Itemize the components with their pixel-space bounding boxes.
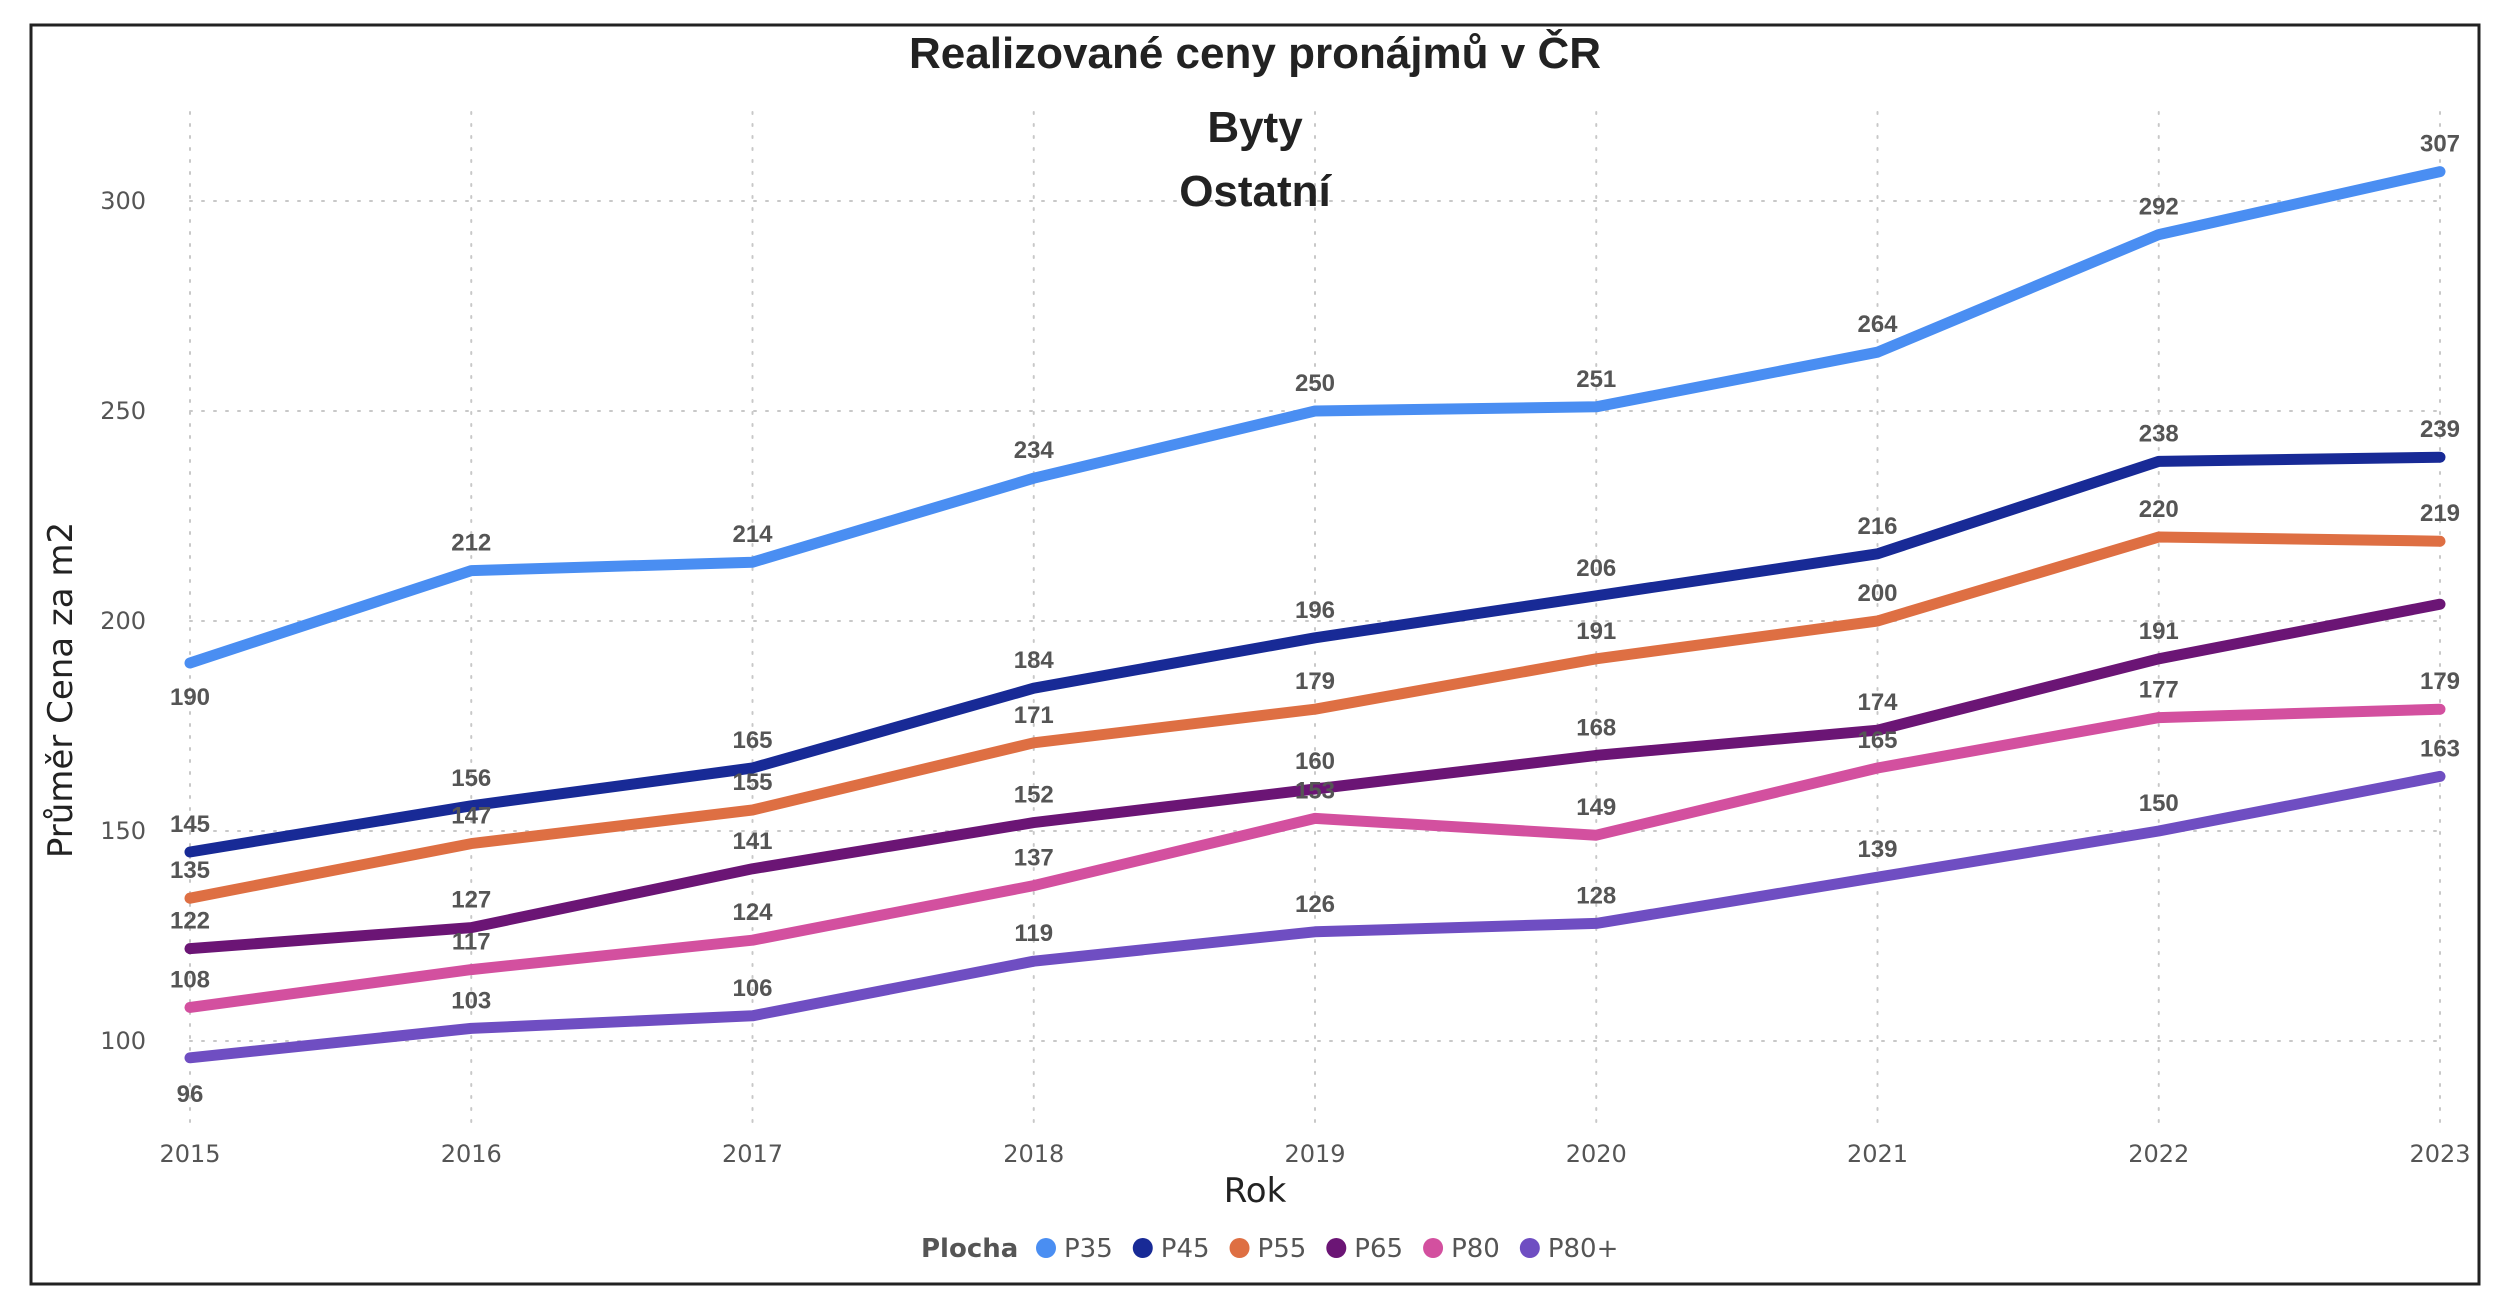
data-label-p80-plus: 139 bbox=[1857, 836, 1897, 863]
x-tick-label: 2019 bbox=[1284, 1140, 1345, 1168]
legend-marker-p80 bbox=[1423, 1238, 1444, 1258]
data-label-p55: 171 bbox=[1014, 702, 1054, 729]
data-label-p80: 179 bbox=[2420, 668, 2460, 695]
chart-subtitle-2: Ostatní bbox=[1179, 167, 1332, 216]
data-label-p35: 214 bbox=[732, 521, 773, 548]
data-label-p35: 251 bbox=[1576, 366, 1616, 393]
data-label-p80: 117 bbox=[452, 929, 491, 956]
data-label-p55: 155 bbox=[732, 769, 772, 796]
data-label-p35: 292 bbox=[2139, 194, 2179, 221]
legend-marker-p35 bbox=[1036, 1238, 1056, 1258]
data-label-p35: 250 bbox=[1295, 370, 1335, 397]
data-label-p65: 191 bbox=[2139, 618, 2179, 645]
legend-label-p35: P35 bbox=[1064, 1234, 1113, 1264]
data-label-p45: 165 bbox=[732, 727, 772, 754]
data-label-p80-plus: 128 bbox=[1576, 882, 1616, 909]
data-label-p55: 191 bbox=[1576, 618, 1616, 645]
data-label-p65: 127 bbox=[451, 887, 491, 914]
data-label-p65: 152 bbox=[1014, 782, 1054, 809]
data-label-p80: 177 bbox=[2139, 677, 2179, 704]
y-tick-label: 200 bbox=[100, 607, 146, 635]
data-label-p45: 239 bbox=[2420, 416, 2460, 443]
y-tick-label: 300 bbox=[100, 187, 146, 215]
data-label-p80-plus: 103 bbox=[451, 987, 491, 1014]
data-label-p45: 238 bbox=[2139, 420, 2179, 447]
data-label-p80: 165 bbox=[1857, 727, 1897, 754]
data-label-p55: 179 bbox=[1295, 668, 1335, 695]
data-label-p45: 196 bbox=[1295, 597, 1335, 624]
legend-label-p45: P45 bbox=[1161, 1234, 1210, 1264]
legend-marker-p80-plus bbox=[1519, 1238, 1540, 1258]
legend-title: Plocha bbox=[921, 1234, 1018, 1264]
data-label-p80: 124 bbox=[732, 899, 773, 926]
y-tick-label: 100 bbox=[100, 1027, 146, 1055]
legend-label-p80-plus: P80+ bbox=[1548, 1234, 1619, 1264]
x-tick-label: 2015 bbox=[159, 1140, 220, 1168]
series-line-p65 bbox=[184, 598, 2446, 955]
legend-label-p55: P55 bbox=[1258, 1234, 1307, 1264]
legend-label-p65: P65 bbox=[1354, 1234, 1403, 1264]
data-label-p80-plus: 150 bbox=[2139, 790, 2179, 817]
x-tick-label: 2017 bbox=[722, 1140, 783, 1168]
series-line-p55 bbox=[184, 531, 2446, 904]
x-tick-label: 2020 bbox=[1566, 1140, 1627, 1168]
data-label-p35: 234 bbox=[1014, 437, 1055, 464]
data-label-p45: 206 bbox=[1576, 555, 1616, 582]
chart-frame bbox=[29, 23, 2481, 1286]
data-label-p35: 307 bbox=[2420, 131, 2460, 158]
x-tick-label: 2021 bbox=[1847, 1140, 1908, 1168]
data-label-p45: 145 bbox=[170, 811, 210, 838]
x-tick-label: 2023 bbox=[2409, 1140, 2470, 1168]
chart-subtitle-1: Byty bbox=[1207, 103, 1303, 152]
x-tick-label: 2022 bbox=[2128, 1140, 2189, 1168]
legend-label-p80: P80 bbox=[1451, 1234, 1500, 1264]
data-label-p80-plus: 106 bbox=[732, 975, 772, 1002]
series-line-p80 bbox=[184, 703, 2446, 1013]
legend-marker-p55 bbox=[1229, 1238, 1250, 1258]
data-label-p35: 264 bbox=[1857, 311, 1898, 338]
data-label-p45: 216 bbox=[1857, 513, 1897, 540]
data-label-p65: 160 bbox=[1295, 748, 1335, 775]
data-labels: 190 212 214 234 250 251 264 292 307 145 156 165 184 1… bbox=[170, 131, 2460, 1108]
legend-marker-p65 bbox=[1326, 1238, 1347, 1258]
y-axis-title: Průměr Cena za m2 bbox=[41, 522, 81, 858]
data-label-p55: 135 bbox=[170, 857, 210, 884]
axes: 2015 2016 2017 2018 2019 2020 2021 2022 2023 100 1… bbox=[100, 187, 2470, 1168]
y-tick-label: 250 bbox=[100, 397, 146, 425]
series-line-p35 bbox=[184, 166, 2446, 669]
chart-title: Realizované ceny pronájmů v ČR bbox=[909, 27, 1601, 78]
series-line-p80-plus bbox=[184, 770, 2446, 1064]
data-label-p80-plus: 119 bbox=[1014, 920, 1053, 947]
data-label-p65: 168 bbox=[1576, 714, 1616, 741]
data-label-p65: 122 bbox=[170, 908, 210, 935]
x-tick-label: 2018 bbox=[1003, 1140, 1064, 1168]
data-label-p80: 149 bbox=[1576, 794, 1616, 821]
series-line-p45 bbox=[184, 451, 2446, 858]
data-label-p45: 156 bbox=[451, 765, 491, 792]
data-label-p35: 190 bbox=[170, 684, 210, 711]
data-label-p55: 220 bbox=[2139, 496, 2179, 523]
data-label-p80: 108 bbox=[170, 966, 210, 993]
data-label-p80-plus: 126 bbox=[1295, 891, 1335, 918]
data-label-p80-plus: 96 bbox=[177, 1081, 204, 1108]
data-label-p55: 147 bbox=[451, 803, 491, 830]
legend-marker-p45 bbox=[1132, 1238, 1153, 1258]
x-axis-title: Rok bbox=[1224, 1171, 1287, 1211]
data-label-p55: 200 bbox=[1857, 580, 1897, 607]
data-label-p80: 137 bbox=[1014, 845, 1054, 872]
data-label-p45: 184 bbox=[1014, 647, 1055, 674]
legend: Plocha P35 P45 P55 P65 P80 P80+ bbox=[921, 1234, 1618, 1264]
data-label-p35: 212 bbox=[451, 530, 491, 557]
y-tick-label: 150 bbox=[100, 817, 146, 845]
data-label-p80-plus: 163 bbox=[2420, 735, 2460, 762]
series-lines bbox=[184, 166, 2446, 1064]
gridlines bbox=[189, 111, 2441, 1131]
x-tick-label: 2016 bbox=[441, 1140, 502, 1168]
data-label-p55: 219 bbox=[2420, 500, 2460, 527]
data-label-p80: 153 bbox=[1295, 777, 1335, 804]
data-label-p65: 141 bbox=[732, 828, 772, 855]
data-label-p65: 174 bbox=[1857, 689, 1898, 716]
